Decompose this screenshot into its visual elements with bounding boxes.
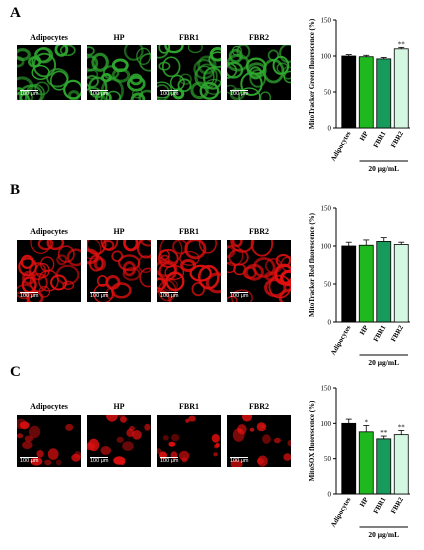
scale-bar <box>230 90 248 91</box>
scale-bar-label: 100 μm <box>230 293 249 299</box>
y-tick-label: 100 <box>321 53 332 61</box>
micrograph-c-adipocytes: 100 μm <box>17 415 81 467</box>
image-label-adipocytes-b: Adipocytes <box>30 227 68 236</box>
micrograph-a-fbr1: 100 μm <box>157 45 221 100</box>
category-label-fbr1: FBR1 <box>372 130 388 150</box>
scale-bar <box>160 457 178 458</box>
image-label-adipocytes-a: Adipocytes <box>30 33 68 42</box>
scale-bar-label: 100 μm <box>230 91 249 97</box>
y-tick-label: 0 <box>328 491 332 499</box>
bar-adipocytes <box>341 245 357 323</box>
bar-fbr1 <box>376 241 392 323</box>
category-label-fbr1: FBR1 <box>372 324 388 344</box>
scale-bar-label: 100 μm <box>90 458 109 464</box>
y-tick-label: 50 <box>324 455 332 463</box>
micrograph-a-adipocytes: 100 μm <box>17 45 81 100</box>
group-label-c: 20 μg/mL <box>368 530 399 539</box>
image-label-hp-a: HP <box>113 33 125 42</box>
micrograph-b-fbr1: 100 μm <box>157 240 221 302</box>
micrograph-c-fbr2: 100 μm <box>227 415 291 467</box>
bar-fbr1 <box>376 58 392 129</box>
category-label-fbr2: FBR2 <box>389 324 405 344</box>
bar-adipocytes <box>341 422 357 495</box>
y-tick-label: 100 <box>321 420 332 428</box>
panel-letter-c: C <box>10 364 21 380</box>
y-axis-label-b: MitoTracker Red fluorescence (%) <box>308 212 316 317</box>
scale-bar-label: 100 μm <box>20 91 39 97</box>
bar-fbr2 <box>393 48 409 129</box>
scale-bar <box>90 292 108 293</box>
panel-letter-a: A <box>10 5 21 21</box>
panel-letter-b: B <box>10 182 21 198</box>
scale-bar-label: 100 μm <box>160 458 179 464</box>
significance-marker: ** <box>398 423 406 431</box>
category-label-hp: HP <box>358 323 370 336</box>
micrograph-a-fbr2: 100 μm <box>227 45 291 100</box>
scale-bar <box>20 457 38 458</box>
micrograph-c-hp: 100 μm <box>87 415 151 467</box>
category-label-fbr2: FBR2 <box>389 130 405 150</box>
y-tick-label: 50 <box>324 89 332 97</box>
y-tick-label: 50 <box>324 281 332 289</box>
image-label-fbr2-a: FBR2 <box>249 33 269 42</box>
scale-bar-label: 100 μm <box>20 293 39 299</box>
category-label-adipocytes: Adipocytes <box>329 324 353 357</box>
scale-bar-label: 100 μm <box>160 293 179 299</box>
scale-bar <box>20 292 38 293</box>
significance-marker: ** <box>398 40 406 48</box>
micrograph-a-hp: 100 μm <box>87 45 151 100</box>
bar-fbr2 <box>393 434 409 495</box>
scale-bar <box>90 457 108 458</box>
category-label-adipocytes: Adipocytes <box>329 496 353 529</box>
scale-bar-label: 100 μm <box>90 293 109 299</box>
scale-bar <box>20 90 38 91</box>
scale-bar <box>160 90 178 91</box>
image-label-fbr2-b: FBR2 <box>249 227 269 236</box>
micrograph-b-fbr2: 100 μm <box>227 240 291 302</box>
bar-fbr2 <box>393 244 409 323</box>
scale-bar-label: 100 μm <box>160 91 179 97</box>
group-label-b: 20 μg/mL <box>368 358 399 367</box>
image-label-adipocytes-c: Adipocytes <box>30 402 68 411</box>
category-label-hp: HP <box>358 129 370 142</box>
bar-fbr1 <box>376 438 392 495</box>
image-label-hp-c: HP <box>113 402 125 411</box>
category-label-fbr2: FBR2 <box>389 496 405 516</box>
y-tick-label: 0 <box>328 125 332 133</box>
scale-bar-label: 100 μm <box>230 458 249 464</box>
category-label-adipocytes: Adipocytes <box>329 130 353 163</box>
scale-bar-label: 100 μm <box>90 91 109 97</box>
micrograph-b-adipocytes: 100 μm <box>17 240 81 302</box>
bar-hp <box>358 431 374 495</box>
y-axis-label-c: MitoSOX fluorescence (%) <box>308 400 316 481</box>
y-tick-label: 150 <box>321 205 332 213</box>
significance-marker: ** <box>380 429 388 437</box>
scale-bar-label: 100 μm <box>20 458 39 464</box>
scale-bar <box>90 90 108 91</box>
image-label-hp-b: HP <box>113 227 125 236</box>
significance-marker: * <box>365 418 369 426</box>
bar-adipocytes <box>341 55 357 129</box>
y-axis-label-a: MitoTracker Green fluorescence (%) <box>308 18 316 129</box>
image-label-fbr1-b: FBR1 <box>179 227 199 236</box>
image-label-fbr2-c: FBR2 <box>249 402 269 411</box>
micrograph-b-hp: 100 μm <box>87 240 151 302</box>
scale-bar <box>160 292 178 293</box>
y-tick-label: 150 <box>321 17 332 25</box>
bar-hp <box>358 56 374 129</box>
bar-hp <box>358 244 374 323</box>
category-label-hp: HP <box>358 495 370 508</box>
y-tick-label: 0 <box>328 319 332 327</box>
scale-bar <box>230 292 248 293</box>
y-tick-label: 100 <box>321 243 332 251</box>
y-tick-label: 150 <box>321 385 332 393</box>
scale-bar <box>230 457 248 458</box>
category-label-fbr1: FBR1 <box>372 496 388 516</box>
image-label-fbr1-c: FBR1 <box>179 402 199 411</box>
group-label-a: 20 μg/mL <box>368 164 399 173</box>
image-label-fbr1-a: FBR1 <box>179 33 199 42</box>
micrograph-c-fbr1: 100 μm <box>157 415 221 467</box>
